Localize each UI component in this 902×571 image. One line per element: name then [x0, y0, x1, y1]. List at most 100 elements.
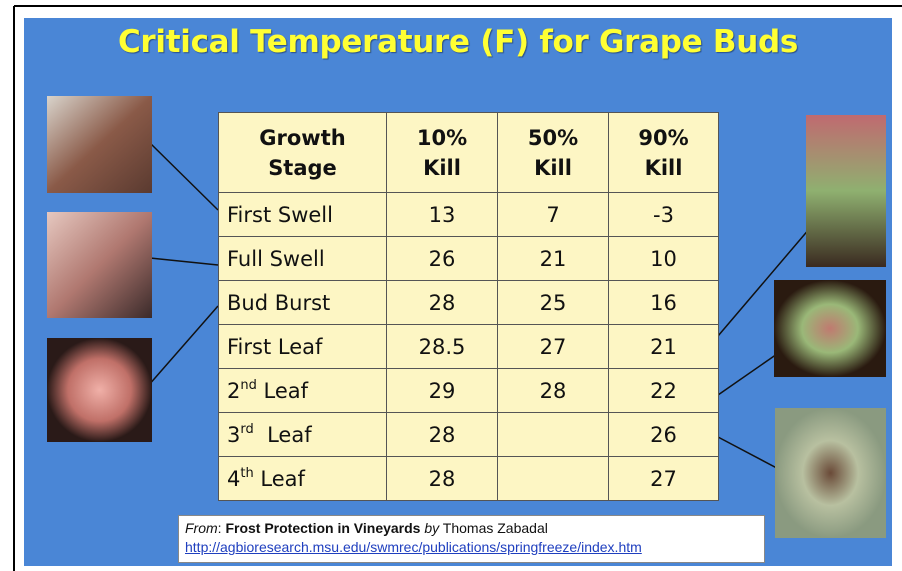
slide-title: Critical Temperature (F) for Grape Buds: [24, 24, 892, 60]
kill-temp-cell: 29: [387, 369, 498, 413]
temperature: 27: [650, 467, 677, 491]
stage-ordinal: 3: [227, 423, 240, 447]
page: {"title": "Critical Temperature (F) for …: [0, 0, 902, 571]
work-title: Frost Protection in Vineyards: [225, 520, 420, 536]
stage-text: First Leaf: [227, 335, 322, 359]
table-row: First Swell 13 7 -3: [219, 193, 719, 237]
temperature: 26: [429, 247, 456, 271]
kill-temp-cell: 13: [387, 193, 498, 237]
stage-text: Leaf: [257, 379, 308, 403]
temperature: 26: [650, 423, 677, 447]
kill-temp-cell: 25: [498, 281, 609, 325]
bud-photo: [774, 280, 886, 377]
table-row: Full Swell 26 21 10: [219, 237, 719, 281]
stage-text: Leaf: [254, 423, 312, 447]
header-cell: 50% Kill: [498, 113, 609, 193]
temperature: 28: [540, 379, 567, 403]
header-cell: 90% Kill: [609, 113, 719, 193]
kill-temp-cell: 28.5: [387, 325, 498, 369]
stage-cell: 4th Leaf: [219, 457, 387, 501]
temperature: 28: [429, 467, 456, 491]
source-link[interactable]: http://agbioresearch.msu.edu/swmrec/publ…: [185, 539, 642, 555]
bud-photo: [806, 115, 886, 267]
kill-temp-cell: 27: [498, 325, 609, 369]
temperature: 29: [429, 379, 456, 403]
stage-cell: Bud Burst: [219, 281, 387, 325]
kill-temp-cell: 22: [609, 369, 719, 413]
stage-cell: 2nd Leaf: [219, 369, 387, 413]
header-text: Stage: [268, 156, 337, 180]
stage-text: Leaf: [254, 467, 305, 491]
temperature: 21: [650, 335, 677, 359]
citation-line: From: Frost Protection in Vineyards by T…: [185, 519, 758, 538]
header-row: Growth Stage 10% Kill 50% Kill 90% Kill: [219, 113, 719, 193]
temperature: 25: [540, 291, 567, 315]
stage-suffix: th: [240, 466, 253, 481]
header-cell: 10% Kill: [387, 113, 498, 193]
header-text: Kill: [423, 156, 461, 180]
temperature: 28: [429, 423, 456, 447]
kill-temp-cell: 26: [609, 413, 719, 457]
table-row: 4th Leaf 28 27: [219, 457, 719, 501]
table-row: First Leaf 28.5 27 21: [219, 325, 719, 369]
temperature-table: Growth Stage 10% Kill 50% Kill 90% Kill First S…: [218, 112, 719, 501]
kill-temp-cell: 26: [387, 237, 498, 281]
connector: [150, 143, 218, 210]
header-text: Kill: [645, 156, 683, 180]
temperature: 22: [650, 379, 677, 403]
connector: [150, 258, 218, 265]
temperature: -3: [653, 203, 674, 227]
stage-suffix: nd: [240, 378, 257, 393]
by-label: by: [424, 520, 439, 536]
table-row: 2nd Leaf 29 28 22: [219, 369, 719, 413]
bud-photo: [775, 408, 886, 538]
temperature: 7: [546, 203, 559, 227]
temperature: 28.5: [419, 335, 466, 359]
stage-text: First Swell: [227, 203, 333, 227]
bud-photo: [47, 212, 152, 318]
temperature: 13: [429, 203, 456, 227]
author: Thomas Zabadal: [443, 520, 548, 536]
kill-temp-cell: 28: [387, 413, 498, 457]
kill-temp-cell: [498, 413, 609, 457]
stage-suffix: rd: [240, 422, 253, 437]
stage-ordinal: 4: [227, 467, 240, 491]
kill-temp-cell: [498, 457, 609, 501]
bud-photo: [47, 338, 152, 442]
stage-text: Full Swell: [227, 247, 325, 271]
header-text: Growth: [259, 126, 345, 150]
header-text: Kill: [534, 156, 572, 180]
kill-temp-cell: 7: [498, 193, 609, 237]
table-row: 3rd Leaf 28 26: [219, 413, 719, 457]
bud-photo: [47, 96, 152, 193]
stage-cell: 3rd Leaf: [219, 413, 387, 457]
temperature: 28: [429, 291, 456, 315]
kill-temp-cell: 16: [609, 281, 719, 325]
temperature: 27: [540, 335, 567, 359]
header-text: 90%: [638, 126, 688, 150]
stage-cell: Full Swell: [219, 237, 387, 281]
stage-cell: First Leaf: [219, 325, 387, 369]
kill-temp-cell: -3: [609, 193, 719, 237]
temperature: 16: [650, 291, 677, 315]
kill-temp-cell: 28: [387, 457, 498, 501]
citation: From: Frost Protection in Vineyards by T…: [178, 515, 765, 563]
stage-text: Bud Burst: [227, 291, 330, 315]
kill-temp-cell: 21: [498, 237, 609, 281]
stage-cell: First Swell: [219, 193, 387, 237]
header-cell: Growth Stage: [219, 113, 387, 193]
stage-ordinal: 2: [227, 379, 240, 403]
colon: :: [218, 520, 222, 536]
table-row: Bud Burst 28 25 16: [219, 281, 719, 325]
kill-temp-cell: 28: [498, 369, 609, 413]
kill-temp-cell: 10: [609, 237, 719, 281]
temperature: 21: [540, 247, 567, 271]
header-text: 50%: [528, 126, 578, 150]
kill-temp-cell: 21: [609, 325, 719, 369]
header-text: 10%: [417, 126, 467, 150]
connector: [148, 306, 218, 386]
temperature: 10: [650, 247, 677, 271]
kill-temp-cell: 28: [387, 281, 498, 325]
kill-temp-cell: 27: [609, 457, 719, 501]
from-label: From: [185, 520, 218, 536]
